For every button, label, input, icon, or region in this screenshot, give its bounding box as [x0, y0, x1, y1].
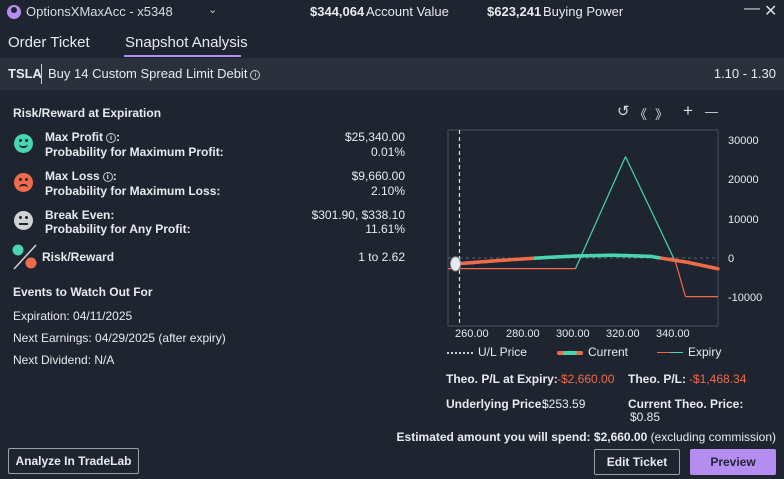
current-segment	[713, 266, 720, 271]
legend-current-swatch	[557, 351, 583, 355]
y-tick-label: 30000	[728, 135, 759, 147]
account-value-amount: $344,064	[310, 4, 365, 19]
frown-face-icon	[14, 173, 33, 192]
current-theo-price-value: $0.85	[630, 410, 661, 424]
risk-reward-title: Risk/Reward at Expiration	[13, 106, 162, 120]
estimated-spend: Estimated amount you will spend: $2,660.…	[397, 430, 776, 444]
prob-max-loss-label: Probability for Maximum Loss:	[45, 184, 221, 198]
legend-current: Current	[588, 345, 629, 359]
zoom-out-icon[interactable]: —	[705, 104, 718, 119]
legend-ul-price: U/L Price	[478, 345, 527, 359]
max-profit-label-text: Max Profit	[45, 130, 104, 144]
active-tab-indicator	[124, 55, 241, 57]
break-even-label: Break Even:	[45, 208, 115, 222]
tab-order-ticket[interactable]: Order Ticket	[8, 34, 90, 51]
edit-ticket-button[interactable]: Edit Ticket	[594, 449, 680, 475]
buying-power-amount: $623,241	[487, 4, 542, 19]
legend-expiry-swatch	[657, 352, 683, 353]
expiry-segment	[574, 156, 627, 269]
tab-snapshot-analysis[interactable]: Snapshot Analysis	[125, 34, 248, 51]
max-profit-value: $25,340.00	[344, 130, 405, 144]
max-profit-label: Max Profit i:	[45, 130, 120, 144]
estimate-prefix: Estimated amount you will spend:	[396, 430, 591, 444]
scroll-forward-icon[interactable]: 》	[655, 107, 669, 122]
max-loss-label-text: Max Loss	[45, 169, 100, 183]
x-tick-label: 260.00	[455, 328, 489, 340]
theo-pl-value: -$1,468.34	[689, 372, 747, 386]
max-profit-info-icon[interactable]: i	[106, 133, 117, 143]
order-symbol: TSLA	[8, 66, 42, 81]
risk-reward-label: Risk/Reward	[42, 250, 115, 264]
zoom-in-icon[interactable]: +	[683, 101, 693, 120]
y-tick-label: 0	[728, 253, 735, 265]
order-price-range: 1.10 - 1.30	[713, 66, 776, 81]
y-tick-label: -10000	[728, 292, 763, 304]
current-theo-price-label: Current Theo. Price:	[628, 397, 744, 411]
chevron-down-icon[interactable]: ⌄	[208, 4, 218, 16]
expiry-segment	[674, 261, 687, 297]
max-loss-info-icon[interactable]: i	[102, 172, 113, 182]
prob-max-loss-value: 2.10%	[370, 184, 405, 198]
prob-max-profit-value: 0.01%	[370, 145, 405, 159]
divider	[41, 64, 42, 84]
underlying-price-value: $253.59	[542, 397, 586, 411]
prob-any-profit-value: 11.61%	[365, 222, 405, 236]
account-icon	[7, 5, 21, 19]
underlying-price-label: Underlying Price:	[446, 397, 546, 411]
scroll-back-icon[interactable]: 《	[634, 107, 648, 122]
break-even-value: $301.90, $338.10	[311, 208, 405, 222]
plot-frame	[447, 129, 719, 327]
x-tick-label: 280.00	[506, 328, 540, 340]
x-tick-label: 300.00	[556, 328, 590, 340]
max-loss-label: Max Loss i:	[45, 169, 117, 183]
expiry-segment	[624, 156, 677, 263]
events-title: Events to Watch Out For	[13, 285, 153, 299]
theo-pl-label: Theo. P/L:	[628, 372, 686, 386]
risk-reward-icon	[12, 244, 37, 270]
prob-any-profit-label: Probability for Any Profit:	[45, 222, 191, 236]
legend-ul-price-swatch	[447, 352, 473, 354]
analyze-tradelab-button[interactable]: Analyze In TradeLab	[8, 448, 139, 474]
prob-max-profit-label: Probability for Maximum Profit:	[45, 145, 224, 159]
account-selector[interactable]: OptionsXMaxAcc - x5348	[26, 4, 173, 19]
risk-reward-value: 1 to 2.62	[358, 250, 405, 264]
x-tick-label: 340.00	[656, 328, 690, 340]
smile-face-icon	[14, 134, 33, 153]
max-loss-value: $9,660.00	[351, 169, 405, 183]
estimate-suffix: (excluding commission)	[650, 430, 776, 444]
x-tick-label: 320.00	[606, 328, 640, 340]
y-tick-label: 20000	[728, 174, 759, 186]
order-description-text: Buy 14 Custom Spread Limit Debit	[48, 66, 248, 81]
max-loss-colon: :	[112, 169, 117, 183]
minimize-icon[interactable]: —	[744, 0, 760, 17]
preview-button[interactable]: Preview	[690, 449, 776, 475]
buying-power-label: Buying Power	[543, 4, 624, 19]
account-value-label: Account Value	[366, 4, 449, 19]
y-tick-label: 10000	[728, 214, 759, 226]
current-price-marker	[450, 256, 461, 272]
next-earnings: Next Earnings: 04/29/2025 (after expiry)	[13, 331, 226, 345]
theo-pl-expiry-value: -$2,660.00	[557, 372, 615, 386]
reset-icon[interactable]: ↺	[617, 103, 630, 120]
order-description: Buy 14 Custom Spread Limit Debit i	[48, 66, 261, 81]
theo-pl-expiry-label: Theo. P/L at Expiry:	[446, 372, 558, 386]
info-icon[interactable]: i	[250, 70, 261, 80]
close-icon[interactable]: ✕	[764, 3, 778, 20]
order-summary-bar	[0, 58, 784, 90]
next-dividend: Next Dividend: N/A	[13, 353, 115, 367]
max-profit-colon: :	[116, 130, 121, 144]
expiration-date: Expiration: 04/11/2025	[13, 309, 133, 323]
legend-expiry: Expiry	[688, 345, 722, 359]
estimate-amount: $2,660.00	[593, 430, 648, 444]
neutral-face-icon	[14, 211, 33, 230]
